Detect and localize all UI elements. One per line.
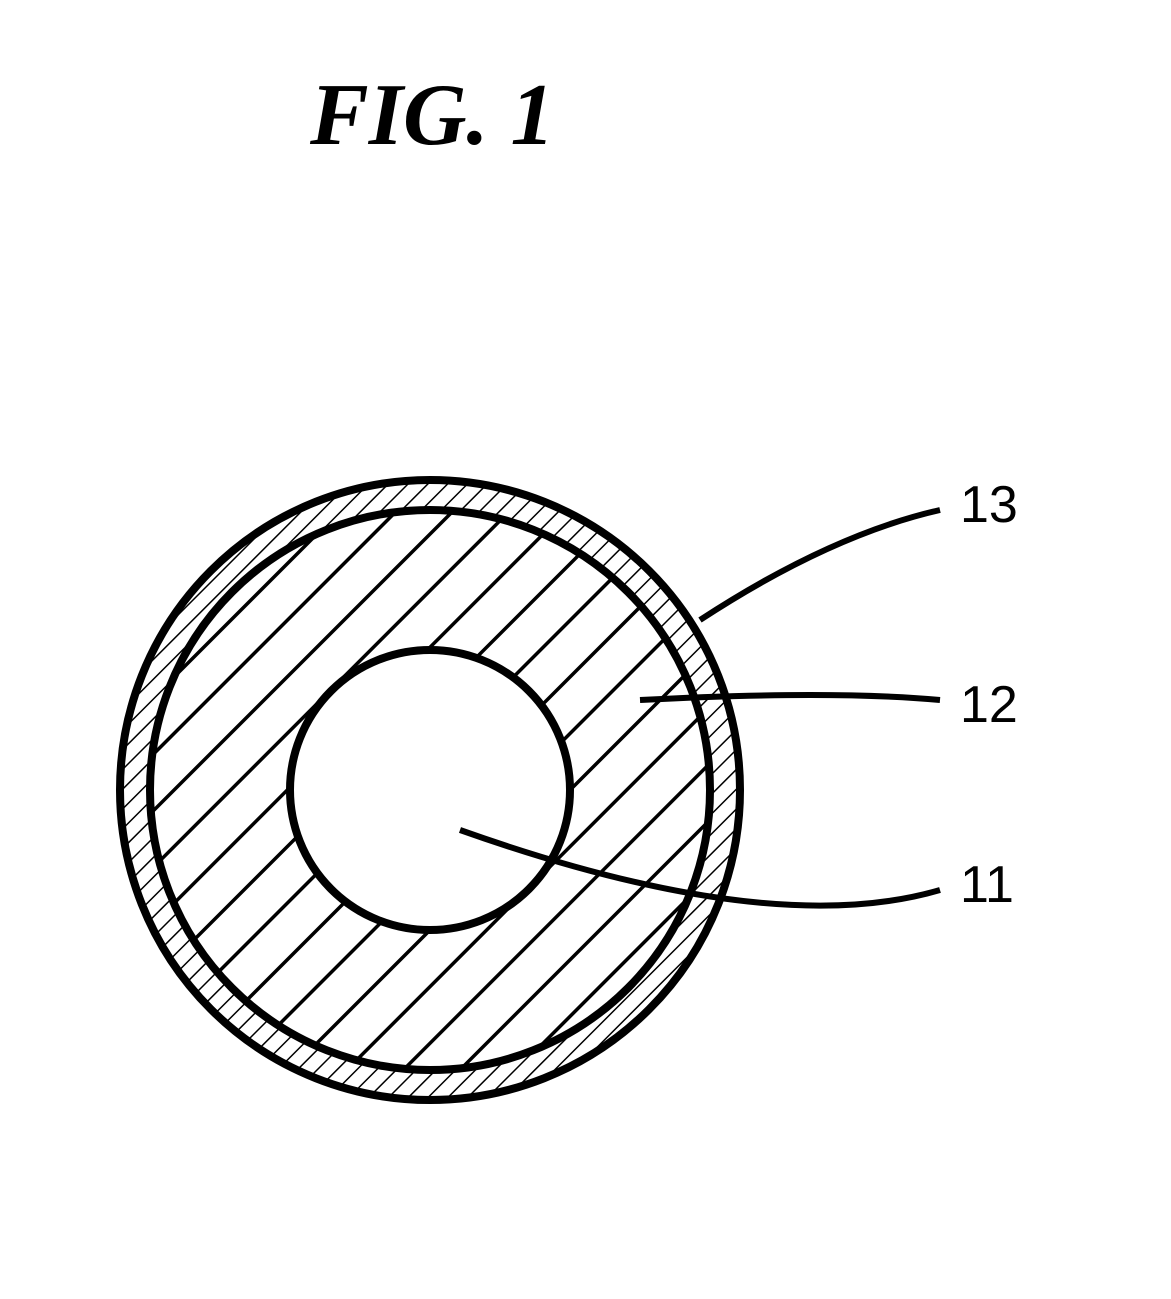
middle-ring-layer [0,0,1171,1299]
callout-label-12: 12 [960,675,1018,735]
core-layer [290,650,570,930]
callout-label-13: 13 [960,475,1018,535]
figure-container: FIG. 1 [0,0,1171,1299]
cross-section-diagram [0,0,1171,1299]
callout-label-11: 11 [960,855,1014,915]
